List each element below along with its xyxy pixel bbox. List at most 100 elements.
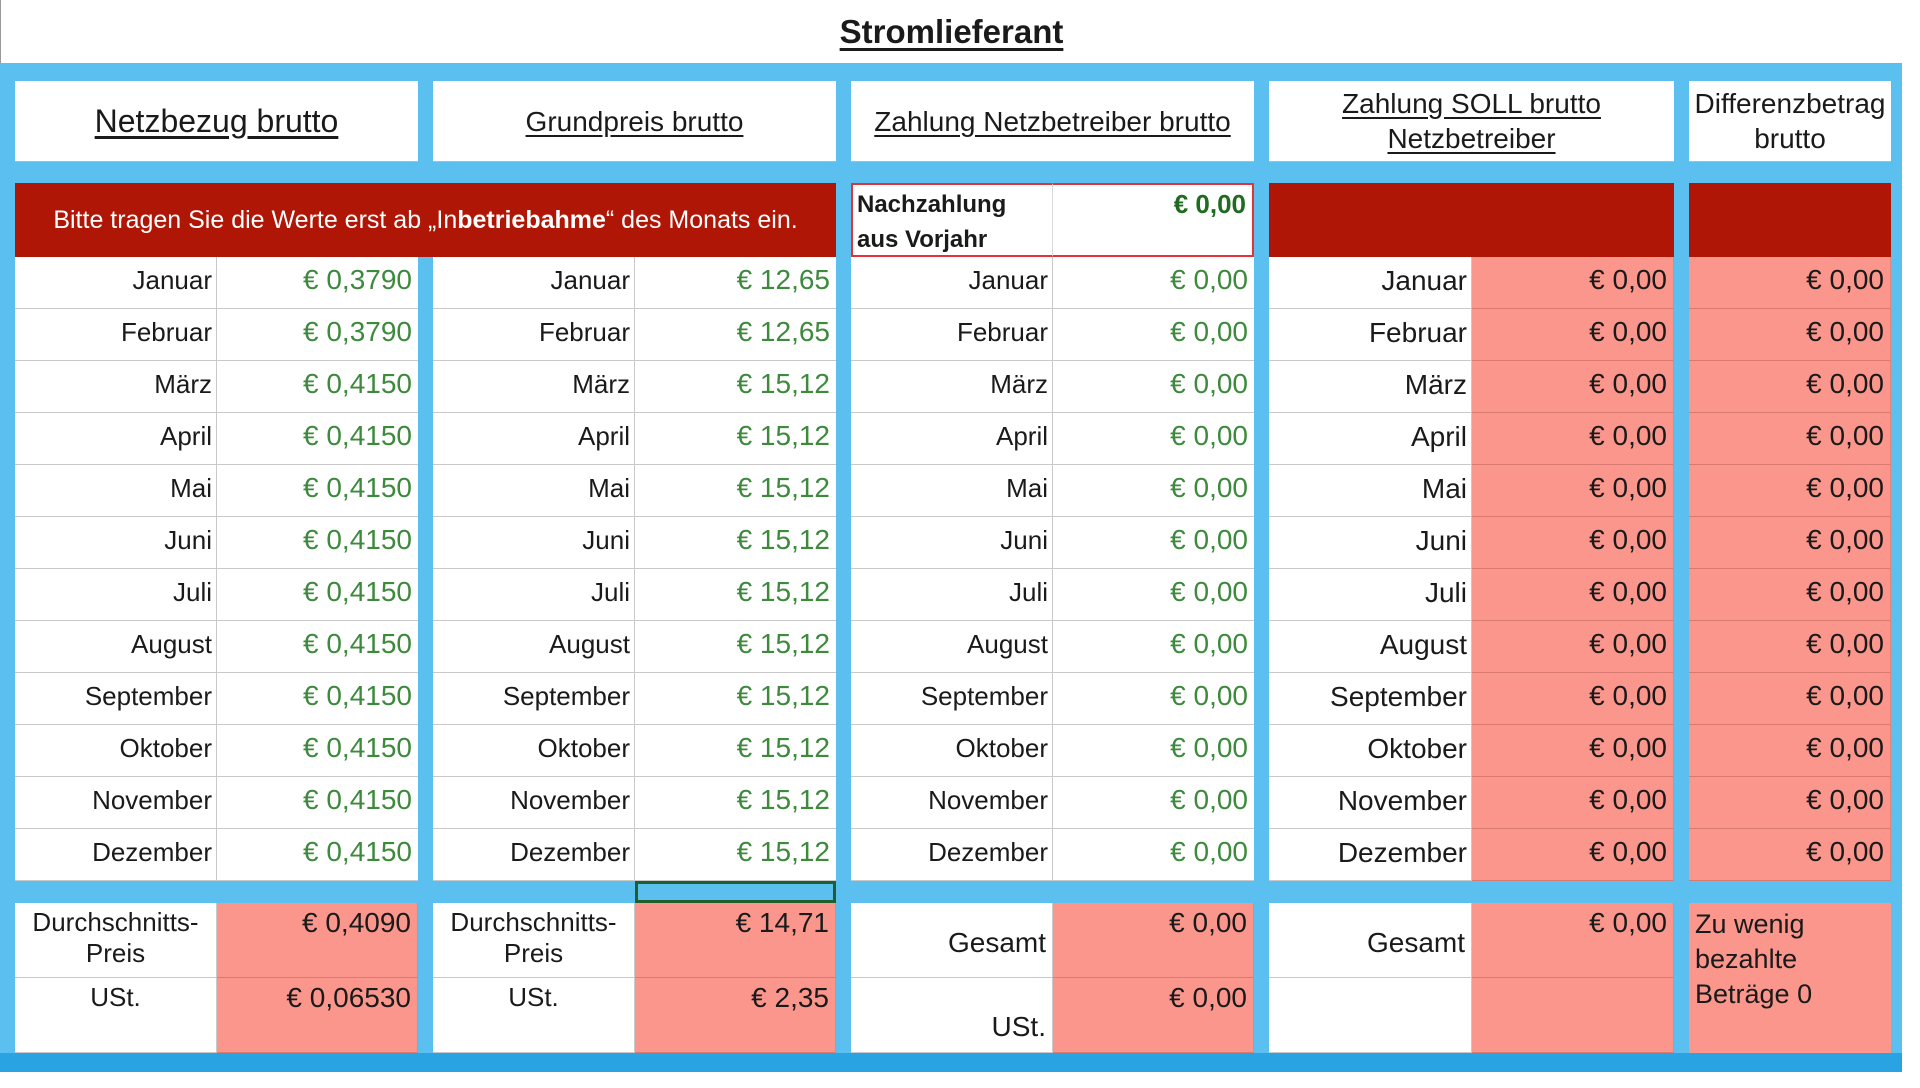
netzbezug-value-cell[interactable]: € 0,4150 xyxy=(217,829,418,881)
grundpreis-value-cell[interactable]: € 15,12 xyxy=(635,413,836,465)
ust-value-zahlung-netz[interactable]: € 0,00 xyxy=(1053,978,1254,1053)
zahlung-netz-value-cell[interactable]: € 0,00 xyxy=(1053,673,1254,725)
differenz-value-cell[interactable]: € 0,00 xyxy=(1689,725,1891,777)
grundpreis-value-cell[interactable]: € 15,12 xyxy=(635,621,836,673)
zahlung-soll-value-cell[interactable]: € 0,00 xyxy=(1472,309,1674,361)
netzbezug-value-cell[interactable]: € 0,3790 xyxy=(217,309,418,361)
blue-strip-mid-3 xyxy=(851,881,1254,903)
differenz-value: € 0,00 xyxy=(1806,264,1884,295)
month-label-zahlung-soll: Februar xyxy=(1269,309,1472,361)
zahlung-soll-value-cell[interactable]: € 0,00 xyxy=(1472,569,1674,621)
avg-price-label-grundpreis: Durchschnitts- Preis xyxy=(433,903,635,978)
zahlung-netz-value: € 0,00 xyxy=(1170,472,1248,503)
grundpreis-value-cell[interactable]: € 12,65 xyxy=(635,257,836,309)
month-label-grundpreis: Februar xyxy=(433,309,635,361)
zahlung-netz-value-cell[interactable]: € 0,00 xyxy=(1053,309,1254,361)
netzbezug-value-cell[interactable]: € 0,3790 xyxy=(217,257,418,309)
month-label-netzbezug: Oktober xyxy=(15,725,217,777)
zahlung-soll-value-cell[interactable]: € 0,00 xyxy=(1472,361,1674,413)
netzbezug-value-cell[interactable]: € 0,4150 xyxy=(217,465,418,517)
header-differenz[interactable]: Differenzbetrag brutto xyxy=(1689,81,1891,162)
gesamt-value-zahlung-netz[interactable]: € 0,00 xyxy=(1053,903,1254,978)
empty-pink-cell-zahlung-soll[interactable] xyxy=(1472,978,1674,1053)
month-label-grundpreis: Juli xyxy=(433,569,635,621)
zahlung-netz-value-cell[interactable]: € 0,00 xyxy=(1053,517,1254,569)
grundpreis-value-cell[interactable]: € 15,12 xyxy=(635,465,836,517)
month-text: August xyxy=(967,629,1048,659)
differenz-value: € 0,00 xyxy=(1806,472,1884,503)
zahlung-netz-value-cell[interactable]: € 0,00 xyxy=(1053,829,1254,881)
month-label-zahlung-soll: Juni xyxy=(1269,517,1472,569)
differenz-value-cell[interactable]: € 0,00 xyxy=(1689,621,1891,673)
header-zahlung-netz[interactable]: Zahlung Netzbetreiber brutto xyxy=(851,81,1254,162)
header-netzbezug[interactable]: Netzbezug brutto xyxy=(15,81,418,162)
month-label-zahlung-soll: Juli xyxy=(1269,569,1472,621)
zahlung-soll-value-cell[interactable]: € 0,00 xyxy=(1472,829,1674,881)
netzbezug-value-cell[interactable]: € 0,4150 xyxy=(217,725,418,777)
grundpreis-value-cell[interactable]: € 15,12 xyxy=(635,361,836,413)
differenz-value-cell[interactable]: € 0,00 xyxy=(1689,361,1891,413)
grundpreis-value: € 15,12 xyxy=(736,420,830,451)
zahlung-soll-value-cell[interactable]: € 0,00 xyxy=(1472,517,1674,569)
avg-price-value-netzbezug[interactable]: € 0,4090 xyxy=(217,903,418,978)
grundpreis-value-cell[interactable]: € 15,12 xyxy=(635,569,836,621)
differenz-value-cell[interactable]: € 0,00 xyxy=(1689,413,1891,465)
zahlung-soll-value-cell[interactable]: € 0,00 xyxy=(1472,465,1674,517)
zahlung-netz-value-cell[interactable]: € 0,00 xyxy=(1053,777,1254,829)
differenz-value-cell[interactable]: € 0,00 xyxy=(1689,829,1891,881)
blue-strip-mid-4 xyxy=(1269,881,1674,903)
netzbezug-value-cell[interactable]: € 0,4150 xyxy=(217,361,418,413)
zahlung-soll-value-cell[interactable]: € 0,00 xyxy=(1472,257,1674,309)
differenz-value-cell[interactable]: € 0,00 xyxy=(1689,569,1891,621)
zahlung-netz-value: € 0,00 xyxy=(1170,576,1248,607)
netzbezug-value-cell[interactable]: € 0,4150 xyxy=(217,673,418,725)
differenz-value-cell[interactable]: € 0,00 xyxy=(1689,673,1891,725)
ust-value-netzbezug[interactable]: € 0,06530 xyxy=(217,978,418,1053)
zahlung-soll-value-cell[interactable]: € 0,00 xyxy=(1472,673,1674,725)
differenz-value-cell[interactable]: € 0,00 xyxy=(1689,517,1891,569)
avg-price-value-grundpreis[interactable]: € 14,71 xyxy=(635,903,836,978)
netzbezug-value-cell[interactable]: € 0,4150 xyxy=(217,517,418,569)
blue-strip-mid-5 xyxy=(1689,881,1891,903)
grundpreis-value: € 15,12 xyxy=(736,524,830,555)
netzbezug-value-cell[interactable]: € 0,4150 xyxy=(217,569,418,621)
zahlung-soll-value-cell[interactable]: € 0,00 xyxy=(1472,725,1674,777)
zahlung-soll-value-cell[interactable]: € 0,00 xyxy=(1472,777,1674,829)
selected-cell[interactable] xyxy=(635,881,836,903)
netzbezug-value-cell[interactable]: € 0,4150 xyxy=(217,413,418,465)
netzbezug-value-cell[interactable]: € 0,4150 xyxy=(217,621,418,673)
zahlung-netz-value-cell[interactable]: € 0,00 xyxy=(1053,413,1254,465)
zahlung-netz-value-cell[interactable]: € 0,00 xyxy=(1053,569,1254,621)
empty-cell-zahlung-soll xyxy=(1269,978,1472,1053)
netzbezug-value-cell[interactable]: € 0,4150 xyxy=(217,777,418,829)
differenz-value-cell[interactable]: € 0,00 xyxy=(1689,257,1891,309)
ust-value-grundpreis[interactable]: € 2,35 xyxy=(635,978,836,1053)
differenz-value-cell[interactable]: € 0,00 xyxy=(1689,309,1891,361)
grundpreis-value-cell[interactable]: € 15,12 xyxy=(635,673,836,725)
zahlung-netz-value-cell[interactable]: € 0,00 xyxy=(1053,257,1254,309)
month-text: November xyxy=(510,785,630,815)
zahlung-soll-value-cell[interactable]: € 0,00 xyxy=(1472,621,1674,673)
gesamt-value-zahlung-soll[interactable]: € 0,00 xyxy=(1472,903,1674,978)
avg-label-line2: Preis xyxy=(503,938,564,968)
avg-label-line1: Durchschnitts- xyxy=(450,907,617,937)
grundpreis-value-cell[interactable]: € 15,12 xyxy=(635,517,836,569)
grundpreis-value-cell[interactable]: € 15,12 xyxy=(635,777,836,829)
header-grundpreis[interactable]: Grundpreis brutto xyxy=(433,81,836,162)
zahlung-netz-value-cell[interactable]: € 0,00 xyxy=(1053,725,1254,777)
zahlung-netz-value-cell[interactable]: € 0,00 xyxy=(1053,465,1254,517)
grundpreis-value-cell[interactable]: € 15,12 xyxy=(635,829,836,881)
netzbezug-value: € 0,4150 xyxy=(303,732,412,763)
grundpreis-value: € 15,12 xyxy=(736,368,830,399)
differenz-value-cell[interactable]: € 0,00 xyxy=(1689,777,1891,829)
differenz-value-cell[interactable]: € 0,00 xyxy=(1689,465,1891,517)
zahlung-netz-value-cell[interactable]: € 0,00 xyxy=(1053,361,1254,413)
zahlung-netz-value-cell[interactable]: € 0,00 xyxy=(1053,621,1254,673)
header-netzbezug-text: Netzbezug brutto xyxy=(94,102,339,139)
header-zahlung-soll[interactable]: Zahlung SOLL brutto Netzbetreiber xyxy=(1269,81,1674,162)
grundpreis-value-cell[interactable]: € 12,65 xyxy=(635,309,836,361)
grundpreis-value-cell[interactable]: € 15,12 xyxy=(635,725,836,777)
zahlung-soll-value-cell[interactable]: € 0,00 xyxy=(1472,413,1674,465)
nachzahlung-value[interactable]: € 0,00 xyxy=(1053,183,1254,257)
ust-value: € 0,06530 xyxy=(286,982,411,1013)
